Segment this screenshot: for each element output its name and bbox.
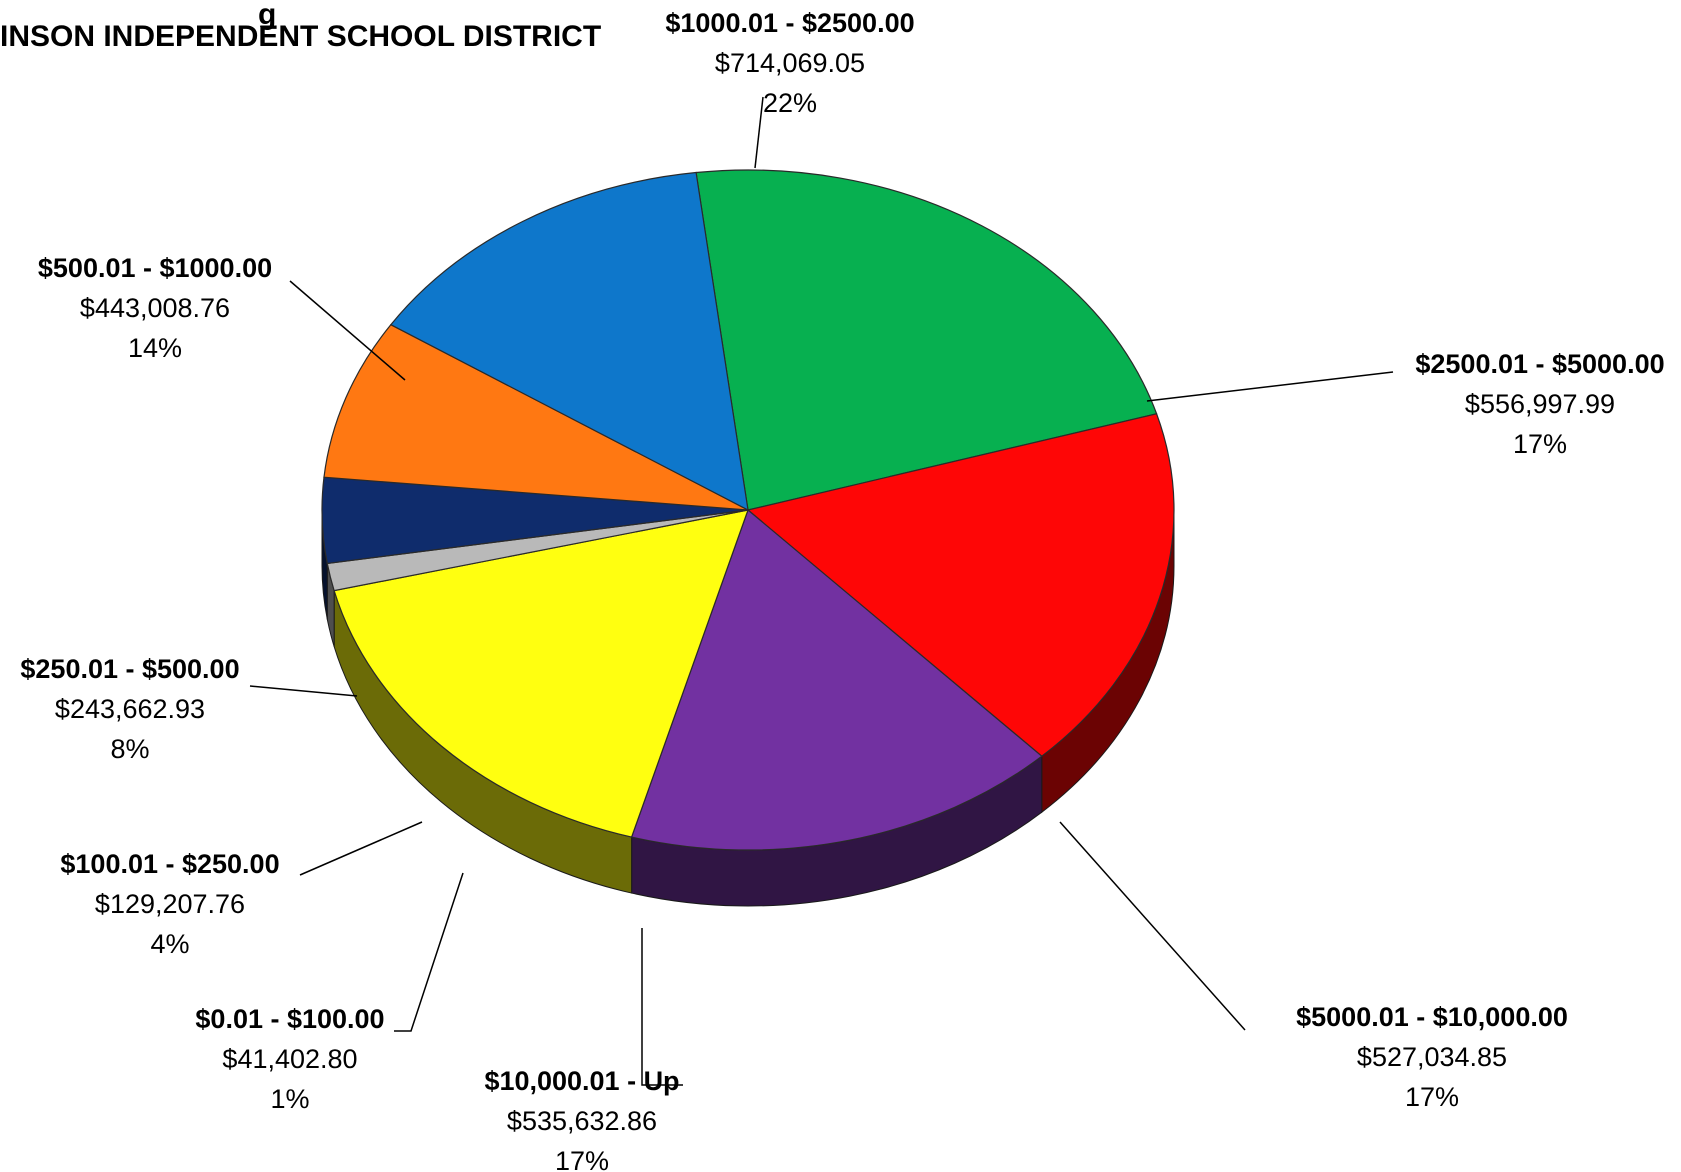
- slice-label-value: $714,069.05: [715, 48, 865, 78]
- pie-top: [321, 169, 1175, 851]
- slice-label-value: $527,034.85: [1357, 1042, 1507, 1072]
- slice-label-name: $250.01 - $500.00: [20, 654, 239, 684]
- leader-line-4: [394, 872, 464, 1032]
- slice-labels: $1000.01 - $2500.00 $714,069.05 22% $2500.0…: [20, 8, 1664, 1172]
- leader-line-2: [1059, 821, 1246, 1031]
- slice-label-percent: 17%: [1405, 1082, 1459, 1112]
- slice-0: [695, 169, 1158, 511]
- leader-line-7: [289, 280, 406, 381]
- slice-label-percent: 14%: [128, 333, 182, 363]
- slice-label-percent: 8%: [110, 734, 149, 764]
- leader-line-6: [249, 685, 358, 697]
- chart-title-line-2: INSON INDEPENDENT SCHOOL DISTRICT: [0, 20, 601, 53]
- slice-label-value: $41,402.80: [222, 1044, 357, 1074]
- slice-7: [389, 171, 749, 512]
- leader-line-0: [754, 96, 764, 169]
- slice-2: [630, 508, 1043, 851]
- slice-3: [333, 509, 749, 838]
- slice-label-name: $10,000.01 - Up: [484, 1066, 679, 1096]
- slice-label-name: $2500.01 - $5000.00: [1415, 349, 1664, 379]
- slice-label-name: $1000.01 - $2500.00: [665, 8, 914, 38]
- leader-line-1: [1146, 371, 1394, 402]
- leader-line-5: [299, 821, 423, 876]
- slice-label-percent: 17%: [555, 1146, 609, 1172]
- slice-label-value: $556,997.99: [1465, 389, 1615, 419]
- slice-label-name: $5000.01 - $10,000.00: [1296, 1002, 1568, 1032]
- chart-title-line-1: g: [258, 0, 276, 31]
- slice-1: [746, 413, 1175, 757]
- slice-label-name: $0.01 - $100.00: [195, 1004, 384, 1034]
- slice-label-value: $129,207.76: [95, 889, 245, 919]
- slice-label-name: $100.01 - $250.00: [60, 849, 279, 879]
- leader-line-3: [641, 928, 683, 1086]
- slice-label-percent: 17%: [1513, 429, 1567, 459]
- slice-6: [323, 323, 749, 511]
- slice-label-value: $243,662.93: [55, 694, 205, 724]
- slice-label-name: $500.01 - $1000.00: [38, 253, 272, 283]
- slice-label-percent: 22%: [763, 88, 817, 118]
- slice-label-percent: 4%: [150, 929, 189, 959]
- leader-lines: [249, 96, 1394, 1086]
- slice-label-value: $443,008.76: [80, 293, 230, 323]
- slice-label-value: $535,632.86: [507, 1106, 657, 1136]
- slice-label-percent: 1%: [270, 1084, 309, 1114]
